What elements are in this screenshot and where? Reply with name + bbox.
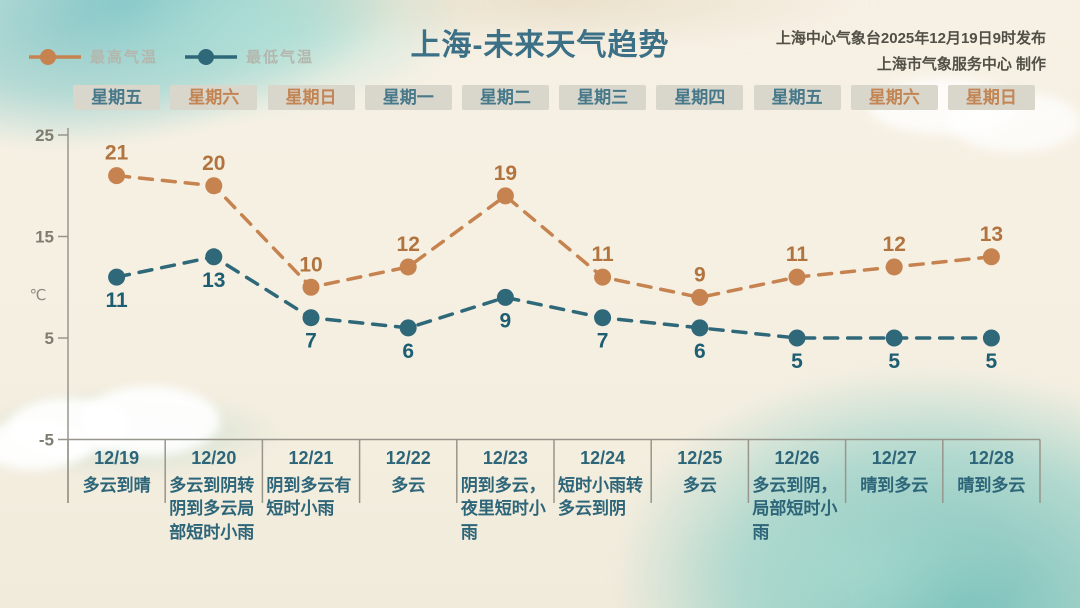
- svg-text:5: 5: [888, 350, 900, 373]
- day-column: 12/23 阴到多云，夜里短时小雨: [457, 448, 554, 544]
- svg-text:7: 7: [597, 330, 609, 353]
- weekday-header-row: 星期五 星期六 星期日 星期一 星期二 星期三 星期四 星期五 星期六 星期日: [68, 85, 1040, 110]
- weekday-pill: 星期五: [73, 85, 161, 110]
- attribution-line-2: 上海市气象服务中心 制作: [876, 56, 1046, 73]
- svg-text:13: 13: [980, 223, 1003, 246]
- date-label: 12/27: [871, 448, 917, 468]
- low-temp-marker-icon: [185, 48, 238, 65]
- date-label: 12/25: [677, 448, 723, 468]
- date-label: 12/26: [774, 448, 820, 468]
- chart-legend: 最高气温 最低气温: [28, 46, 314, 67]
- svg-text:-5: -5: [39, 431, 54, 450]
- svg-text:℃: ℃: [30, 287, 47, 304]
- day-column: 12/28 晴到多云: [943, 448, 1040, 544]
- forecast-table: 12/19 多云到晴 12/20 多云到阴转阴到多云局部短时小雨 12/21 阴…: [68, 448, 1040, 544]
- weather-description: 晴到多云: [957, 476, 1026, 495]
- weather-description: 多云到晴: [82, 476, 151, 495]
- svg-text:15: 15: [35, 228, 54, 247]
- day-column: 12/26 多云到阴，局部短时小雨: [748, 448, 845, 544]
- weather-description: 阴到多云有短时小雨: [266, 476, 352, 519]
- attribution-line-1: 上海中心气象台2025年12月19日9时发布: [775, 30, 1046, 47]
- high-temp-marker-icon: [29, 48, 81, 65]
- cloud-decoration: [80, 386, 220, 456]
- date-label: 12/21: [288, 448, 334, 468]
- weather-description: 多云: [391, 476, 426, 495]
- legend-label-low: 最低气温: [246, 49, 315, 66]
- weekday-pill: 星期二: [461, 85, 549, 110]
- weekday-pill: 星期五: [753, 85, 841, 110]
- weather-description: 多云: [682, 476, 717, 495]
- attribution-text: 上海中心气象台2025年12月19日9时发布 上海市气象服务中心 制作: [776, 26, 1046, 78]
- weekday-pill: 星期六: [850, 85, 938, 110]
- svg-text:7: 7: [305, 330, 317, 353]
- date-label: 12/20: [191, 448, 237, 468]
- day-column: 12/21 阴到多云有短时小雨: [262, 448, 359, 544]
- svg-text:12: 12: [397, 233, 420, 256]
- date-label: 12/19: [94, 448, 140, 468]
- weather-description: 多云到阴，局部短时小雨: [752, 476, 838, 542]
- weather-description: 短时小雨转多云到阴: [558, 476, 644, 519]
- svg-text:6: 6: [694, 340, 706, 363]
- day-column: 12/25 多云: [651, 448, 748, 544]
- svg-text:9: 9: [500, 309, 512, 332]
- weather-description: 多云到阴转阴到多云局部短时小雨: [169, 476, 255, 542]
- svg-text:25: 25: [35, 126, 54, 145]
- svg-text:5: 5: [986, 350, 998, 373]
- weather-description: 晴到多云: [860, 476, 929, 495]
- date-label: 12/22: [385, 448, 431, 468]
- weather-description: 阴到多云，夜里短时小雨: [460, 476, 546, 542]
- svg-text:13: 13: [202, 269, 225, 292]
- svg-text:12: 12: [883, 233, 906, 256]
- date-label: 12/24: [580, 448, 626, 468]
- cloud-decoration: [0, 420, 90, 470]
- svg-text:9: 9: [694, 263, 706, 286]
- svg-text:11: 11: [786, 243, 809, 266]
- weekday-pill: 星期日: [267, 85, 355, 110]
- svg-text:5: 5: [791, 350, 803, 373]
- weekday-pill: 星期四: [656, 85, 744, 110]
- svg-text:10: 10: [299, 253, 322, 276]
- day-column: 12/20 多云到阴转阴到多云局部短时小雨: [165, 448, 262, 544]
- weekday-pill: 星期日: [947, 85, 1035, 110]
- date-label: 12/28: [968, 448, 1014, 468]
- day-column: 12/19 多云到晴: [68, 448, 165, 544]
- day-column: 12/22 多云: [360, 448, 457, 544]
- legend-item-low-temp: 最低气温: [184, 46, 314, 67]
- legend-label-high: 最高气温: [90, 49, 159, 66]
- svg-text:11: 11: [105, 289, 128, 312]
- weekday-pill: 星期三: [559, 85, 647, 110]
- legend-item-high-temp: 最高气温: [28, 46, 158, 67]
- svg-text:21: 21: [105, 142, 129, 165]
- svg-text:6: 6: [402, 340, 414, 363]
- page-title: 上海-未来天气趋势: [410, 29, 670, 62]
- day-column: 12/27 晴到多云: [846, 448, 943, 544]
- weekday-pill: 星期一: [364, 85, 452, 110]
- day-column: 12/24 短时小雨转多云到阴: [554, 448, 651, 544]
- svg-text:20: 20: [202, 152, 225, 175]
- weekday-pill: 星期六: [170, 85, 258, 110]
- svg-text:19: 19: [494, 162, 517, 185]
- date-label: 12/23: [482, 448, 528, 468]
- svg-text:11: 11: [591, 243, 614, 266]
- svg-text:5: 5: [45, 329, 54, 348]
